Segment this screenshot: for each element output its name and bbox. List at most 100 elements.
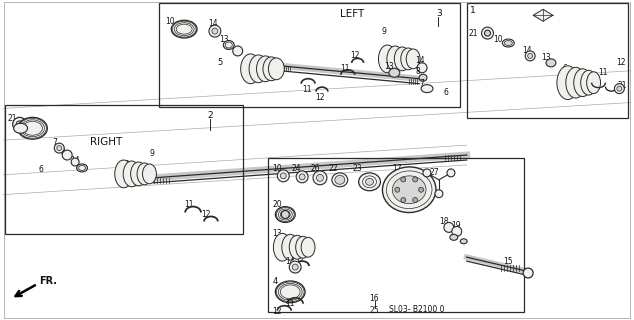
Ellipse shape (79, 165, 86, 171)
Ellipse shape (23, 121, 42, 135)
Ellipse shape (406, 49, 420, 69)
Circle shape (452, 227, 462, 236)
Text: 18: 18 (439, 218, 448, 227)
Circle shape (435, 190, 443, 198)
Ellipse shape (335, 175, 345, 184)
Text: 12: 12 (315, 93, 325, 102)
Text: 14: 14 (415, 56, 425, 65)
Text: 10: 10 (493, 35, 503, 44)
Text: 13: 13 (384, 62, 394, 71)
Text: LEFT: LEFT (340, 9, 364, 19)
Ellipse shape (131, 162, 146, 186)
Text: 21: 21 (469, 28, 478, 38)
Text: 14: 14 (208, 19, 217, 28)
Circle shape (401, 177, 406, 182)
Text: 6: 6 (563, 64, 567, 73)
Ellipse shape (20, 120, 44, 137)
Ellipse shape (18, 117, 48, 139)
Bar (268, 158, 524, 312)
Circle shape (484, 30, 491, 36)
Ellipse shape (387, 46, 404, 72)
Circle shape (16, 121, 23, 128)
Circle shape (55, 143, 64, 153)
Circle shape (299, 174, 305, 180)
Circle shape (413, 177, 418, 182)
Circle shape (209, 25, 221, 37)
Ellipse shape (280, 211, 290, 219)
Ellipse shape (460, 239, 467, 244)
Text: 11: 11 (302, 85, 312, 94)
Ellipse shape (332, 173, 347, 187)
Ellipse shape (359, 173, 380, 191)
Circle shape (289, 261, 301, 273)
Ellipse shape (366, 178, 373, 185)
Ellipse shape (275, 207, 295, 222)
Ellipse shape (281, 234, 299, 260)
Text: 8: 8 (415, 67, 420, 76)
Ellipse shape (280, 285, 300, 299)
Ellipse shape (557, 66, 579, 100)
Text: 11: 11 (184, 200, 193, 209)
Text: 8: 8 (60, 148, 65, 156)
Ellipse shape (77, 164, 87, 172)
Ellipse shape (586, 72, 600, 93)
Text: 11: 11 (285, 299, 295, 308)
Ellipse shape (14, 123, 27, 133)
Ellipse shape (268, 58, 284, 80)
Ellipse shape (289, 235, 305, 259)
Text: 11: 11 (598, 68, 608, 77)
Circle shape (444, 222, 454, 232)
Ellipse shape (392, 176, 426, 204)
Text: 6: 6 (444, 88, 449, 97)
Bar (4, 106, 243, 234)
Ellipse shape (275, 281, 305, 303)
Ellipse shape (278, 209, 292, 220)
Ellipse shape (581, 70, 597, 95)
Text: 14: 14 (70, 156, 80, 165)
Ellipse shape (574, 69, 592, 97)
Ellipse shape (401, 48, 416, 70)
Text: SL03- B2100 0: SL03- B2100 0 (389, 305, 445, 314)
Text: 12: 12 (273, 307, 282, 316)
Circle shape (62, 150, 72, 160)
Ellipse shape (257, 56, 275, 82)
Ellipse shape (419, 74, 427, 81)
Ellipse shape (502, 39, 514, 47)
Ellipse shape (172, 21, 196, 37)
Circle shape (296, 171, 308, 183)
Circle shape (417, 63, 427, 73)
Circle shape (233, 46, 243, 56)
Circle shape (525, 51, 535, 61)
Text: 12: 12 (350, 52, 359, 60)
Ellipse shape (123, 161, 140, 187)
Ellipse shape (273, 233, 291, 261)
Text: 14: 14 (522, 46, 532, 55)
Text: 5: 5 (217, 58, 222, 67)
Ellipse shape (363, 176, 377, 188)
Text: 1: 1 (470, 6, 476, 15)
Ellipse shape (382, 167, 436, 212)
Circle shape (482, 27, 493, 39)
Text: 7: 7 (53, 138, 57, 147)
Text: 4: 4 (273, 277, 278, 286)
Text: 20: 20 (273, 200, 282, 209)
Text: 6: 6 (39, 165, 43, 174)
Ellipse shape (278, 284, 302, 300)
Text: 10: 10 (165, 17, 175, 26)
Circle shape (280, 173, 287, 179)
Bar (159, 4, 460, 108)
Circle shape (395, 187, 400, 192)
Text: 3: 3 (436, 9, 442, 18)
Ellipse shape (18, 118, 46, 138)
Text: 13: 13 (541, 53, 551, 62)
Ellipse shape (171, 20, 197, 38)
Text: 7: 7 (419, 79, 424, 88)
Circle shape (617, 86, 622, 91)
Ellipse shape (378, 45, 396, 73)
Circle shape (71, 158, 79, 166)
Text: 26: 26 (310, 164, 320, 173)
Circle shape (281, 211, 289, 219)
Ellipse shape (241, 54, 261, 84)
Text: FR.: FR. (39, 276, 58, 286)
Text: 24: 24 (291, 164, 301, 173)
